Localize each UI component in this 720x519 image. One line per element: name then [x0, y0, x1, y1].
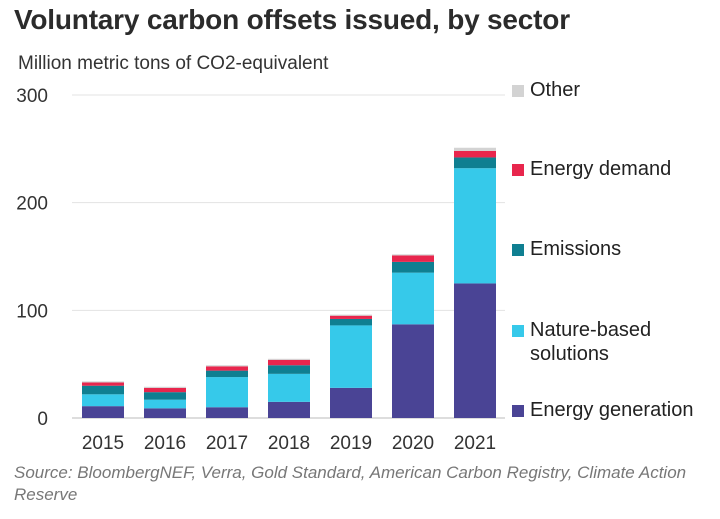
x-tick-label: 2019 [330, 433, 372, 454]
bar-segment-nature-based [144, 399, 186, 409]
x-tick-label: 2020 [392, 433, 434, 454]
bar-segment-other [144, 386, 186, 388]
bar-segment-energy-generation [268, 401, 310, 418]
y-tick-label: 0 [37, 409, 48, 430]
bar-segment-energy-demand [268, 359, 310, 366]
legend-item-nature-based: Nature-based solutions [512, 318, 720, 366]
bar-segment-nature-based [392, 272, 434, 325]
bar-segment-emissions [268, 365, 310, 374]
legend-swatch [512, 405, 524, 417]
legend-label: Energy generation [530, 399, 694, 421]
legend-label: Energy demand [530, 158, 672, 180]
x-tick-label: 2021 [454, 433, 496, 454]
bar-segment-emissions [330, 318, 372, 326]
legend-swatch [512, 164, 524, 176]
x-tick-label: 2018 [268, 433, 310, 454]
bar-segment-energy-generation [330, 387, 372, 418]
bar-segment-nature-based [82, 394, 124, 407]
legend-label: Emissions [530, 238, 622, 260]
bar-segment-energy-demand [144, 387, 186, 393]
y-tick-label: 100 [16, 301, 48, 322]
chart-subtitle: Million metric tons of CO2-equivalent [18, 53, 329, 74]
bar-segment-energy-demand [454, 150, 496, 158]
x-tick-label: 2016 [144, 433, 186, 454]
bar-segment-nature-based [454, 168, 496, 284]
y-tick-label: 300 [16, 86, 48, 107]
bar-segment-other [206, 365, 248, 367]
legend-label: Other [530, 79, 581, 101]
bar-segment-energy-generation [454, 283, 496, 418]
bar-segment-nature-based [330, 325, 372, 388]
bar-segment-nature-based [206, 377, 248, 408]
bar-segment-nature-based [268, 373, 310, 402]
bar-segment-energy-demand [206, 366, 248, 371]
bar-segment-energy-demand [82, 382, 124, 386]
legend-item-other: Other [512, 78, 720, 102]
y-tick-label: 200 [16, 194, 48, 215]
bar-segment-emissions [82, 385, 124, 395]
legend-item-energy-generation: Energy generation [512, 398, 720, 422]
bar-segment-other [330, 314, 372, 316]
x-tick-label: 2015 [82, 433, 124, 454]
legend-item-emissions: Emissions [512, 237, 720, 261]
bar-segment-other [268, 358, 310, 360]
source-note: Source: BloombergNEF, Verra, Gold Standa… [14, 463, 687, 504]
chart-title: Voluntary carbon offsets issued, by sect… [14, 4, 570, 35]
bar-segment-other [454, 147, 496, 151]
legend-swatch [512, 325, 524, 337]
bar-segment-energy-demand [330, 315, 372, 319]
bar-segment-emissions [392, 261, 434, 273]
legend-label: Nature-based solutions [530, 319, 652, 365]
bar-segment-emissions [144, 392, 186, 400]
x-tick-label: 2017 [206, 433, 248, 454]
legend-item-energy-demand: Energy demand [512, 157, 720, 181]
bar-segment-emissions [454, 157, 496, 169]
legend-swatch [512, 244, 524, 256]
bar-segment-energy-generation [82, 406, 124, 418]
bar-segment-energy-generation [206, 407, 248, 418]
bar-segment-energy-generation [392, 324, 434, 418]
bar-segment-other [392, 254, 434, 256]
bar-segment-energy-demand [392, 255, 434, 262]
bar-segment-energy-generation [144, 408, 186, 418]
legend-swatch [512, 85, 524, 97]
bar-segment-other [82, 381, 124, 383]
bar-segment-emissions [206, 370, 248, 378]
